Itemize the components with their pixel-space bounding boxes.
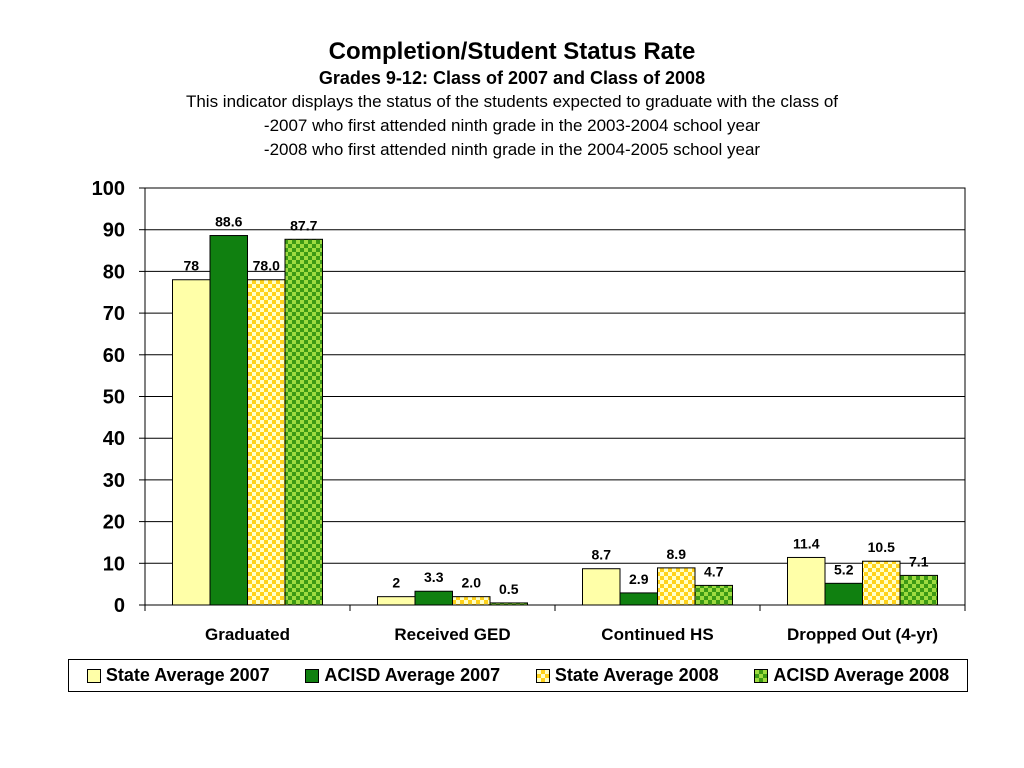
legend-item-state-2008: State Average 2008 xyxy=(535,665,719,686)
data-labels: 78 88.6 78.0 87.7 2 3.3 2.0 0.5 8.7 2.9 8.9 4.7 11.4… xyxy=(183,214,928,597)
bar xyxy=(657,567,696,606)
description-line-3: -2008 who first attended ninth grade in … xyxy=(263,140,761,159)
legend-item-acisd-2007: ACISD Average 2007 xyxy=(305,665,500,686)
legend-label: State Average 2007 xyxy=(105,665,270,685)
bar xyxy=(787,556,826,606)
data-label: 8.9 xyxy=(667,546,687,562)
bar xyxy=(172,279,211,606)
y-tick-label: 0 xyxy=(114,595,125,617)
axes: 0 10 20 30 40 50 60 70 80 90 100 Graduated Received … xyxy=(92,178,966,644)
data-label: 88.6 xyxy=(215,214,242,230)
data-label: 78.0 xyxy=(253,258,280,274)
bar xyxy=(377,596,416,606)
legend-swatch-state-2008 xyxy=(535,668,550,683)
x-category-label: Continued HS xyxy=(601,625,713,644)
y-tick-label: 10 xyxy=(103,553,125,575)
description-line-1: This indicator displays the status of th… xyxy=(185,92,839,111)
legend-label: State Average 2008 xyxy=(554,665,719,685)
data-label: 3.3 xyxy=(424,569,444,585)
data-label: 7.1 xyxy=(909,553,929,569)
y-tick-label: 30 xyxy=(103,470,125,492)
legend: State Average 2007 ACISD Average 2007 St… xyxy=(68,659,968,692)
legend-swatch-acisd-2008 xyxy=(754,668,769,683)
bar xyxy=(247,279,286,606)
y-tick-label: 90 xyxy=(103,220,125,242)
legend-label: ACISD Average 2007 xyxy=(324,665,501,685)
chart-titles: Completion/Student Status Rate Grades 9-… xyxy=(0,38,1024,162)
data-label: 2 xyxy=(392,575,400,591)
y-tick-label: 20 xyxy=(103,512,125,534)
y-tick-label: 40 xyxy=(103,428,125,450)
x-category-label: Received GED xyxy=(394,625,510,644)
data-label: 87.7 xyxy=(290,217,317,233)
bar xyxy=(899,574,938,606)
data-label: 5.2 xyxy=(834,561,854,577)
bar xyxy=(209,235,248,606)
bars xyxy=(172,235,938,606)
bar xyxy=(452,596,491,606)
data-label: 2.9 xyxy=(629,571,649,587)
data-label: 10.5 xyxy=(868,539,895,555)
x-category-label: Graduated xyxy=(205,625,290,644)
y-tick-label: 50 xyxy=(103,387,125,409)
bar xyxy=(284,238,323,606)
y-tick-label: 70 xyxy=(103,303,125,325)
bar xyxy=(862,560,901,606)
bar xyxy=(414,590,453,606)
data-label: 8.7 xyxy=(592,547,612,563)
legend-swatch-acisd-2007 xyxy=(305,668,320,683)
data-label: 4.7 xyxy=(704,563,724,579)
bar xyxy=(824,582,863,606)
bar xyxy=(694,584,733,606)
x-category-label: Dropped Out (4-yr) xyxy=(787,625,938,644)
chart-subtitle: Grades 9-12: Class of 2007 and Class of … xyxy=(318,68,706,88)
legend-item-state-2007: State Average 2007 xyxy=(86,665,270,686)
data-label: 11.4 xyxy=(793,535,820,551)
bar xyxy=(582,568,621,606)
legend-label: ACISD Average 2008 xyxy=(773,665,950,685)
data-label: 0.5 xyxy=(499,581,519,597)
y-tick-label: 100 xyxy=(92,178,125,200)
y-tick-label: 80 xyxy=(103,261,125,283)
chart-title: Completion/Student Status Rate xyxy=(328,38,696,65)
bar xyxy=(619,592,658,606)
legend-swatch-state-2007 xyxy=(86,668,101,683)
data-label: 2.0 xyxy=(462,575,482,591)
y-tick-label: 60 xyxy=(103,345,125,367)
bar-chart: 0 10 20 30 40 50 60 70 80 90 100 Graduated Received … xyxy=(92,178,966,644)
legend-item-acisd-2008: ACISD Average 2008 xyxy=(754,665,949,686)
description-line-2: -2007 who first attended ninth grade in … xyxy=(263,116,761,135)
data-label: 78 xyxy=(183,258,199,274)
